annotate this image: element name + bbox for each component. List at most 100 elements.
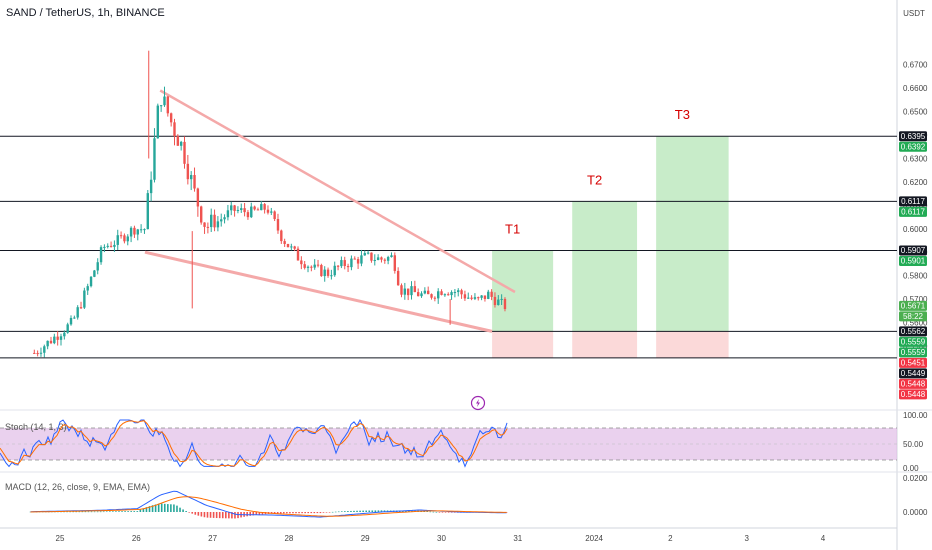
time-tick-label: 2024 — [585, 534, 603, 543]
macd-histogram-bar — [78, 511, 81, 513]
macd-histogram-bar — [307, 512, 310, 514]
candle-body — [386, 257, 390, 261]
price-tick-label: 0.6700 — [903, 61, 928, 70]
macd-histogram-bar — [383, 510, 386, 512]
candle-body — [370, 252, 373, 261]
candle-body — [306, 266, 310, 268]
candle-body — [233, 205, 236, 211]
macd-histogram-bar — [102, 511, 105, 513]
candle-body — [156, 105, 160, 139]
candle-body — [276, 219, 280, 231]
macd-histogram-bar — [160, 503, 163, 512]
candle-body — [53, 336, 56, 344]
candle-body — [453, 292, 457, 294]
price-tag-label: 0.5449 — [901, 369, 926, 378]
candle-body — [270, 211, 273, 213]
candle-body — [96, 262, 99, 271]
macd-histogram-bar — [438, 512, 441, 513]
candle-body — [106, 245, 109, 247]
macd-histogram-bar — [292, 512, 294, 514]
candle-body — [400, 285, 403, 295]
macd-histogram-bar — [87, 511, 90, 513]
price-tick-label: 0.6600 — [903, 84, 928, 93]
macd-histogram-bar — [173, 504, 175, 512]
macd-histogram-bar — [344, 511, 346, 512]
macd-histogram-bar — [337, 511, 340, 513]
candle-body — [426, 290, 430, 295]
candle-body — [396, 270, 400, 286]
candle-body — [493, 296, 497, 306]
macd-histogram-bar — [188, 512, 190, 513]
macd-histogram-bar — [191, 512, 194, 514]
candle-body — [250, 206, 253, 218]
candle-body — [450, 292, 453, 296]
candle-body — [406, 288, 410, 296]
macd-histogram-bar — [105, 511, 108, 513]
macd-histogram-bar — [90, 511, 93, 513]
time-tick-label: 28 — [284, 534, 293, 543]
lightning-glyph — [476, 399, 480, 407]
stoch-k-line — [0, 418, 508, 468]
candle-body — [83, 290, 86, 308]
stoch-tick-label: 100.00 — [903, 411, 928, 420]
stoch-tick-label: 0.00 — [903, 464, 919, 473]
price-tag-box — [899, 326, 927, 337]
candle-body — [333, 265, 336, 276]
macd-line — [30, 490, 507, 518]
macd-histogram-bar — [334, 511, 337, 513]
candle-body — [226, 210, 230, 218]
wedge-upper-trendline[interactable] — [159, 89, 516, 294]
price-tag-box — [899, 389, 927, 400]
macd-histogram-bar — [313, 512, 316, 514]
macd-histogram-bar — [185, 511, 187, 512]
candle-body — [123, 235, 126, 242]
price-tag-label: 58:22 — [903, 312, 924, 321]
candle-body — [36, 353, 39, 355]
macd-histogram-bar — [408, 510, 410, 512]
macd-histogram-bar — [331, 511, 334, 513]
candle-body — [179, 141, 183, 146]
macd-histogram-bar — [295, 512, 297, 514]
candle-body — [220, 219, 223, 222]
time-tick-label: 3 — [744, 534, 749, 543]
candle-body — [116, 235, 119, 245]
price-tag-box — [899, 131, 927, 142]
price-tag-box — [899, 196, 927, 207]
candle-body — [457, 290, 460, 293]
candle-body — [93, 270, 96, 277]
macd-tick-label: 0.0200 — [903, 474, 928, 483]
time-tick-label: 29 — [361, 534, 370, 543]
candle-body — [246, 212, 250, 218]
macd-histogram-bar — [340, 511, 343, 512]
macd-histogram-bar — [176, 505, 178, 512]
candle-body — [143, 229, 146, 231]
macd-histogram-bar — [286, 512, 288, 514]
candle-body — [316, 264, 320, 266]
candle-body — [176, 136, 180, 146]
candle-body — [290, 246, 293, 248]
macd-histogram-bar — [325, 512, 328, 513]
macd-histogram-bar — [289, 512, 291, 514]
macd-histogram-bar — [99, 511, 102, 513]
macd-histogram-bar — [276, 512, 279, 514]
time-tick-label: 30 — [437, 534, 446, 543]
macd-histogram-bar — [453, 512, 456, 513]
macd-histogram-bar — [356, 510, 358, 512]
candle-body — [416, 292, 420, 297]
candle-body — [363, 253, 366, 256]
price-tag-label: 0.6117 — [901, 197, 925, 206]
macd-histogram-bar — [93, 511, 96, 513]
candle-body — [139, 229, 143, 231]
candle-body — [483, 295, 487, 299]
candle-body — [256, 209, 260, 211]
price-tag-label: 0.5562 — [901, 327, 926, 336]
macd-histogram-bar — [66, 511, 68, 513]
macd-histogram-bar — [258, 512, 261, 515]
wedge-lower-trendline[interactable] — [144, 250, 493, 333]
candle-body — [303, 264, 306, 268]
macd-histogram-bar — [319, 512, 322, 514]
candle-body — [293, 246, 296, 249]
price-tag-box — [899, 336, 927, 347]
macd-histogram-bar — [282, 512, 285, 514]
